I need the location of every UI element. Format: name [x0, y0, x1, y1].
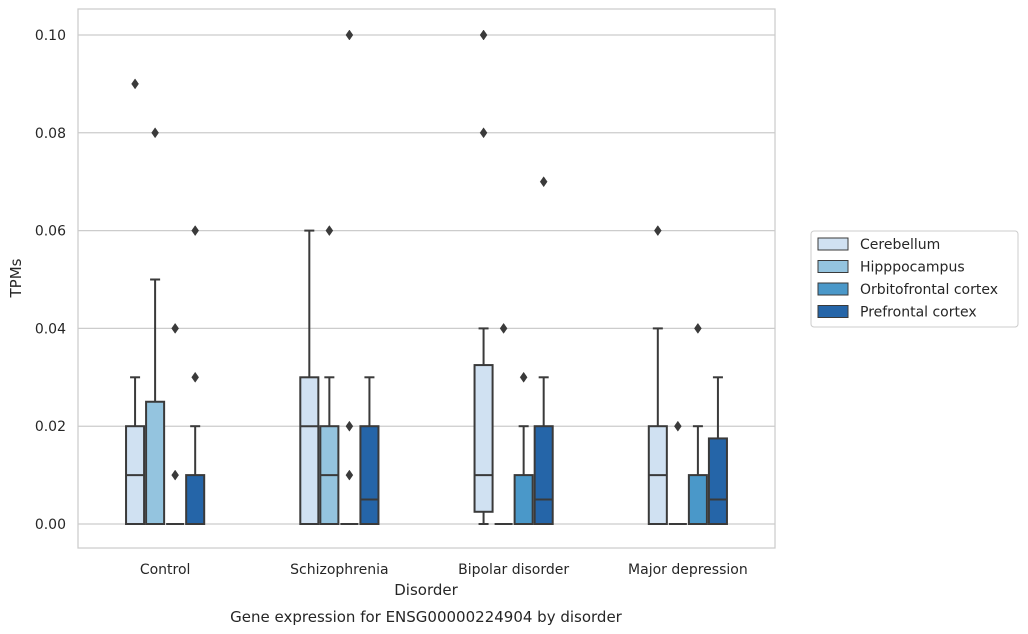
outlier-point	[654, 225, 662, 237]
outlier-point	[151, 127, 159, 139]
legend-label: Hipppocampus	[860, 260, 965, 276]
outlier-point	[325, 225, 334, 237]
outlier-point	[171, 469, 179, 481]
legend-label: Prefrontal cortex	[860, 305, 977, 321]
x-tick-labels: Control Schizophrenia Bipolar disorder Majo…	[140, 562, 748, 578]
legend-swatch	[817, 282, 849, 296]
box-group	[166, 322, 185, 525]
box	[707, 437, 728, 525]
box-group	[687, 322, 708, 526]
outlier-point	[345, 420, 354, 432]
box	[185, 474, 206, 526]
outlier-point	[694, 322, 702, 334]
box	[513, 474, 534, 526]
box-group	[707, 376, 728, 525]
box-group	[647, 225, 668, 526]
y-tick-label: 0.04	[35, 321, 66, 337]
y-tick-label: 0.06	[35, 224, 66, 240]
grid-lines	[78, 34, 775, 525]
box-group	[299, 229, 320, 525]
box-group	[185, 225, 206, 526]
outlier-point	[191, 371, 199, 383]
plot-frame	[77, 8, 776, 549]
outlier-point	[171, 322, 179, 334]
outlier-point	[519, 371, 528, 383]
legend-swatch	[817, 260, 849, 273]
box	[473, 364, 494, 513]
x-tick-label: Bipolar disorder	[458, 562, 569, 578]
box-group	[125, 78, 146, 526]
chart-caption: Gene expression for ENSG00000224904 by d…	[230, 608, 623, 626]
outlier-point	[539, 176, 548, 188]
box-group	[533, 176, 554, 526]
y-tick-label: 0.00	[35, 517, 66, 533]
outlier-point	[345, 469, 354, 481]
y-tick-label: 0.08	[35, 126, 66, 142]
box-series-layer	[125, 29, 728, 526]
x-tick-label: Major depression	[628, 562, 748, 578]
legend-label: Cerebellum	[860, 237, 940, 253]
box-group	[319, 225, 340, 526]
box-group	[340, 29, 359, 525]
y-tick-labels: 0.00 0.02 0.04 0.06 0.08 0.10	[35, 28, 66, 533]
outlier-point	[674, 420, 682, 432]
box-group	[359, 376, 380, 526]
outlier-point	[479, 29, 488, 41]
outlier-point	[499, 322, 508, 334]
box	[299, 376, 320, 525]
x-axis-label: Disorder	[394, 581, 458, 599]
y-tick-label: 0.02	[35, 419, 66, 435]
box	[359, 425, 380, 526]
box	[533, 425, 554, 526]
box-group	[494, 322, 513, 525]
box	[145, 400, 166, 525]
legend-frame	[810, 230, 1019, 328]
legend-swatch	[817, 305, 849, 318]
legend-label: Orbitofrontal cortex	[860, 282, 998, 298]
box-group	[473, 29, 494, 525]
outlier-point	[479, 127, 488, 139]
box-group	[513, 371, 534, 526]
box-group	[668, 420, 687, 525]
outlier-point	[345, 29, 354, 41]
outlier-point	[191, 225, 199, 237]
legend: Cerebellum Hipppocampus Orbitofrontal cort…	[810, 230, 1019, 328]
legend-swatch	[817, 237, 849, 251]
x-tick-label: Control	[140, 562, 191, 578]
box-group	[145, 127, 166, 525]
outlier-point	[131, 78, 139, 90]
x-tick-label: Schizophrenia	[290, 562, 388, 578]
box	[687, 474, 708, 526]
y-tick-label: 0.10	[35, 28, 66, 44]
y-axis-label: TPMs	[7, 258, 25, 298]
